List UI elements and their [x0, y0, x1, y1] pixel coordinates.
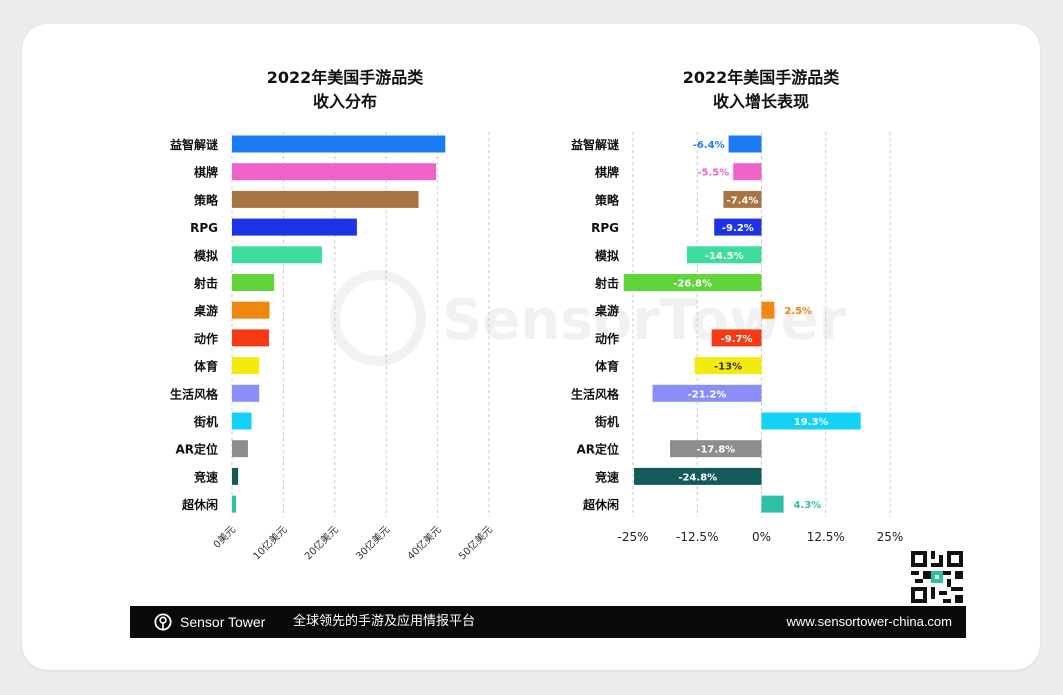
right-category-label: AR定位 — [576, 442, 619, 457]
left-chart-title: 2022年美国手游品类 收入分布 — [210, 66, 480, 114]
right-category-label: 生活风格 — [571, 386, 620, 401]
left-xtick-label: 40亿美元 — [404, 523, 443, 562]
right-category-label: 益智解谜 — [571, 137, 620, 152]
right-bar — [733, 163, 762, 181]
right-bar — [761, 412, 861, 430]
right-chart-title: 2022年美国手游品类 收入增长表现 — [626, 66, 896, 114]
left-category-label: AR定位 — [175, 442, 218, 457]
left-category-label: 动作 — [194, 331, 218, 346]
right-chart-title-line1: 2022年美国手游品类 — [682, 68, 840, 87]
left-xtick-label: 0美元 — [210, 523, 238, 551]
left-bar — [232, 495, 237, 513]
left-category-label: 棋牌 — [194, 165, 218, 180]
right-category-label: 体育 — [595, 359, 619, 374]
sensor-tower-logo-icon — [154, 613, 172, 631]
footer-brand: Sensor Tower — [180, 614, 266, 630]
left-category-label: 体育 — [194, 359, 218, 374]
right-bar — [670, 440, 762, 458]
left-category-label: 桌游 — [193, 303, 218, 318]
right-bar — [694, 357, 762, 375]
right-category-label: 桌游 — [594, 303, 619, 318]
right-bar — [686, 246, 762, 264]
right-value-label: -24.8% — [678, 472, 717, 483]
right-value-label: -13% — [714, 362, 742, 373]
left-category-label: 竞速 — [194, 469, 218, 484]
right-bar — [652, 384, 762, 402]
left-bar — [232, 357, 260, 375]
right-bar — [634, 467, 762, 485]
right-bar — [728, 135, 762, 153]
left-bar — [232, 384, 260, 402]
footer-slogan: 全球领先的手游及应用情报平台 — [293, 614, 476, 629]
right-category-label: 竞速 — [595, 469, 619, 484]
right-xtick-label: 25% — [877, 530, 904, 544]
left-bar — [232, 246, 322, 264]
left-bar — [232, 467, 239, 485]
left-category-label: RPG — [190, 221, 218, 235]
right-chart-title-line2: 收入增长表现 — [712, 92, 809, 111]
left-category-label: 生活风格 — [170, 386, 219, 401]
right-value-label: 2.5% — [784, 306, 812, 317]
right-bar — [761, 495, 784, 513]
right-value-label: -26.8% — [673, 279, 712, 290]
right-value-label: -5.5% — [697, 168, 729, 179]
right-xtick-label: 0% — [752, 530, 771, 544]
right-bar — [711, 329, 762, 347]
right-value-label: -17.8% — [696, 445, 735, 456]
right-xtick-label: 12.5% — [807, 530, 845, 544]
right-category-label: 街机 — [594, 414, 619, 429]
footer-website-link[interactable]: www.sensortower-china.com — [786, 614, 952, 629]
chart-card — [22, 24, 1040, 670]
left-bar — [232, 274, 275, 291]
left-bar — [232, 412, 252, 430]
right-category-label: 动作 — [595, 331, 619, 346]
left-xtick-label: 50亿美元 — [456, 523, 495, 562]
right-bar — [623, 274, 762, 291]
left-bar — [232, 163, 437, 181]
left-bar — [232, 218, 357, 236]
right-value-label: 4.3% — [794, 500, 822, 511]
right-bar — [761, 301, 775, 319]
left-chart-title-line2: 收入分布 — [312, 92, 377, 111]
left-xtick-label: 10亿美元 — [250, 523, 289, 562]
right-value-label: -21.2% — [688, 389, 727, 400]
right-value-label: -14.5% — [705, 251, 744, 262]
left-bar — [232, 190, 419, 208]
left-category-label: 射击 — [193, 276, 218, 291]
left-category-label: 超休闲 — [181, 497, 218, 512]
right-value-label: 19.3% — [794, 417, 829, 428]
left-category-label: 模拟 — [194, 248, 218, 263]
right-category-label: 棋牌 — [595, 165, 619, 180]
qr-code-icon — [911, 551, 963, 603]
right-bar — [723, 190, 762, 208]
left-category-label: 策略 — [194, 192, 219, 207]
right-category-label: 超休闲 — [582, 497, 619, 512]
right-category-label: RPG — [591, 221, 619, 235]
right-value-label: -7.4% — [727, 195, 759, 206]
left-bar — [232, 301, 270, 319]
left-xtick-label: 20亿美元 — [302, 523, 341, 562]
left-xtick-label: 30亿美元 — [353, 523, 392, 562]
left-bar — [232, 440, 248, 458]
footer-bar: Sensor Tower 全球领先的手游及应用情报平台 www.sensorto… — [130, 606, 966, 638]
right-category-label: 模拟 — [595, 248, 619, 263]
left-chart-title-line1: 2022年美国手游品类 — [266, 68, 424, 87]
left-bar — [232, 135, 446, 153]
right-value-label: -9.7% — [721, 334, 753, 345]
right-xtick-label: -12.5% — [676, 530, 718, 544]
right-category-label: 策略 — [595, 192, 620, 207]
right-bar — [714, 218, 762, 236]
right-value-label: -6.4% — [693, 140, 725, 151]
right-value-label: -9.2% — [722, 223, 754, 234]
left-bar — [232, 329, 270, 347]
left-category-label: 街机 — [193, 414, 218, 429]
right-category-label: 射击 — [594, 276, 619, 291]
right-xtick-label: -25% — [617, 530, 648, 544]
left-category-label: 益智解谜 — [170, 137, 219, 152]
